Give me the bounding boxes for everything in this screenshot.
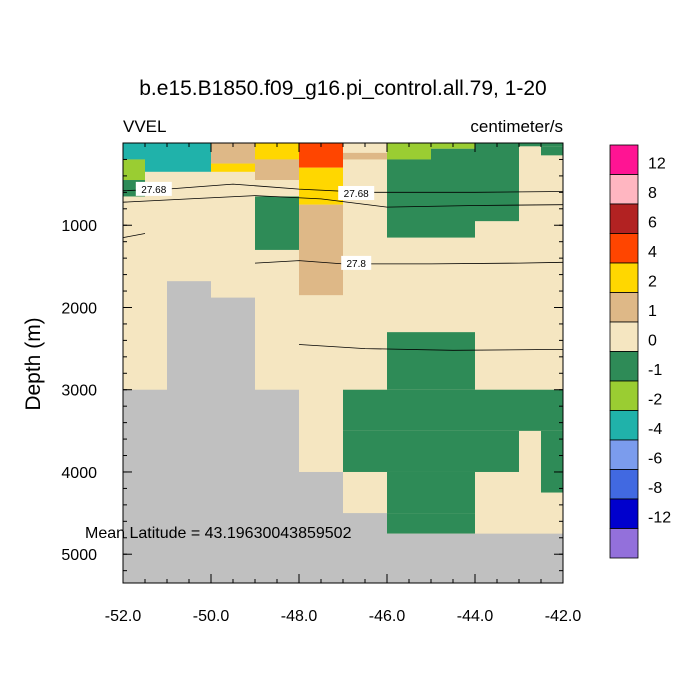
x-tick-label: -48.0 — [281, 608, 318, 625]
heatmap-cell — [211, 143, 255, 164]
colorbar-swatch — [609, 528, 639, 559]
colorbar-label: 2 — [648, 274, 657, 291]
colorbar-label: -1 — [648, 362, 662, 379]
colorbar-swatch — [609, 262, 639, 293]
colorbar-label: 8 — [648, 185, 657, 202]
contour-line — [122, 195, 564, 208]
y-axis: 1000 2000 3000 4000 5000 — [61, 158, 563, 572]
heatmap-cell — [431, 513, 475, 534]
colorbar-swatch — [609, 292, 639, 323]
y-tick-label: 5000 — [61, 547, 97, 564]
colorbar-swatch — [609, 351, 639, 382]
heatmap-cell — [123, 159, 145, 181]
land-mask-cell — [123, 389, 167, 583]
heatmap-cell — [343, 152, 387, 160]
colorbar-label: -12 — [648, 510, 671, 527]
units-label: centimeter/s — [470, 117, 563, 136]
colorbar-label: 4 — [648, 244, 657, 261]
land-mask-cell — [299, 471, 343, 583]
colorbar-swatch — [609, 203, 639, 234]
colorbar: 12 8 6 4 2 1 0 -1 -2 -4 -6 -8 -12 — [609, 144, 671, 559]
contour-lines: 27.68 27.68 27.8 — [122, 181, 564, 351]
contour-label: 27.68 — [344, 189, 369, 200]
colorbar-label: -6 — [648, 451, 662, 468]
heatmap-cell — [343, 389, 563, 431]
colorbar-label: 6 — [648, 215, 657, 232]
heatmap-cell — [387, 471, 475, 514]
colorbar-swatch — [609, 174, 639, 205]
y-tick-label: 1000 — [61, 218, 97, 235]
heatmap-cell — [431, 148, 475, 238]
heatmap-cell — [299, 204, 343, 296]
x-axis: -52.0 -50.0 -48.0 -46.0 -44.0 -42.0 — [105, 143, 582, 625]
contour-line — [298, 344, 564, 351]
colorbar-label: -2 — [648, 392, 662, 409]
colorbar-label: 12 — [648, 156, 666, 173]
heatmap-cell — [123, 143, 145, 160]
colorbar-swatch — [609, 439, 639, 470]
contour-label: 27.68 — [141, 185, 166, 196]
chart-title: b.e15.B1850.f09_g16.pi_control.all.79, 1… — [139, 77, 546, 100]
colorbar-label: -4 — [648, 421, 662, 438]
heatmap-cell — [255, 196, 299, 250]
contour-label-box — [135, 181, 172, 196]
heatmap-cell — [475, 143, 519, 222]
heatmap-cell — [541, 146, 563, 156]
colorbar-swatch — [609, 410, 639, 441]
x-tick-label: -52.0 — [105, 608, 142, 625]
heatmap-cell — [255, 143, 299, 160]
heatmap-cell — [343, 430, 519, 472]
contour-label-box — [341, 255, 372, 270]
colorbar-label: 1 — [648, 303, 657, 320]
heatmap-cell — [299, 143, 343, 168]
colorbar-swatch — [609, 469, 639, 500]
land-mask-cell — [211, 297, 255, 583]
x-tick-label: -42.0 — [545, 608, 582, 625]
colorbar-label: -8 — [648, 480, 662, 497]
y-axis-label: Depth (m) — [22, 317, 45, 410]
contour-label: 27.8 — [346, 259, 366, 270]
y-tick-label: 3000 — [61, 383, 97, 400]
heatmap-cell — [255, 159, 299, 181]
colorbar-swatch — [609, 321, 639, 352]
mean-latitude-annotation: Mean Latitude = 43.19630043859502 — [85, 525, 352, 542]
x-tick-label: -50.0 — [193, 608, 230, 625]
heatmap-cell — [387, 513, 431, 534]
contour-label-box — [338, 185, 375, 200]
y-tick-label: 4000 — [61, 465, 97, 482]
left-variable-label: VVEL — [123, 117, 166, 136]
colorbar-swatch — [609, 144, 639, 175]
heatmap-cell — [541, 430, 563, 493]
heatmap-cell — [387, 143, 431, 160]
land-mask-cell — [167, 281, 211, 583]
colorbar-swatch — [609, 498, 639, 529]
heatmap-cell — [145, 143, 211, 172]
heatmap-cells — [123, 143, 563, 583]
heatmap-cell — [387, 159, 431, 238]
colorbar-swatch — [609, 233, 639, 264]
heatmap-cell — [387, 332, 475, 390]
colorbar-label: 0 — [648, 333, 657, 350]
land-mask-cell — [343, 513, 387, 583]
heatmap-cell — [211, 163, 255, 172]
contour-line — [122, 233, 146, 238]
contour-line — [254, 260, 564, 265]
land-mask-cell — [255, 389, 299, 583]
x-tick-label: -44.0 — [457, 608, 494, 625]
x-tick-label: -46.0 — [369, 608, 406, 625]
y-tick-label: 2000 — [61, 300, 97, 317]
colorbar-swatch — [609, 380, 639, 411]
